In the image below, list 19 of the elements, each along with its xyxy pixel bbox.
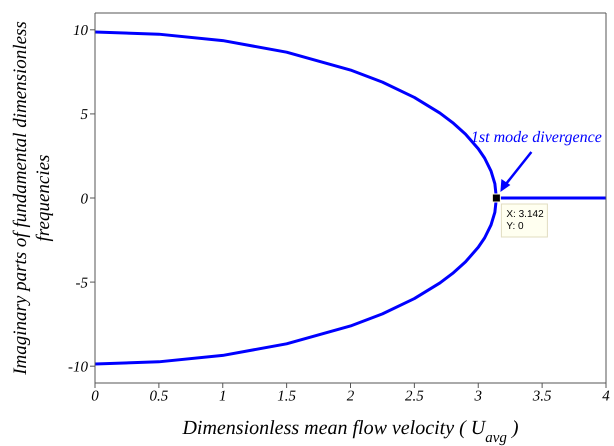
x-tick-label: 4 xyxy=(602,388,610,405)
x-tick-label: 2.5 xyxy=(405,388,424,405)
x-tick-label: 0.5 xyxy=(150,388,169,405)
x-tick-label: 0 xyxy=(91,388,100,405)
x-tick-label: 1.5 xyxy=(277,388,296,405)
y-tick-label: -10 xyxy=(68,360,88,376)
y-tick-label: 5 xyxy=(80,107,88,124)
y-axis-title: Imaginary parts of fundamental dimensionless frequencies xyxy=(10,21,54,376)
x-axis-title: Dimensionless mean flow velocity ( U$_{avg}$ ) xyxy=(181,417,519,446)
x-tick-label: 1 xyxy=(219,388,226,405)
x-tick-label: 3.5 xyxy=(532,388,552,405)
y-tick-label: -5 xyxy=(76,275,88,292)
y-tick-label: 0 xyxy=(80,191,88,208)
x-tick-label: 3 xyxy=(474,388,482,405)
annotation: X: 3.142 xyxy=(506,209,544,220)
x-tick-label: 2 xyxy=(346,388,355,405)
annotation: 1st mode divergence xyxy=(470,129,602,146)
y-tick-label: 10 xyxy=(73,23,88,40)
annotation: Y: 0 xyxy=(506,221,524,232)
